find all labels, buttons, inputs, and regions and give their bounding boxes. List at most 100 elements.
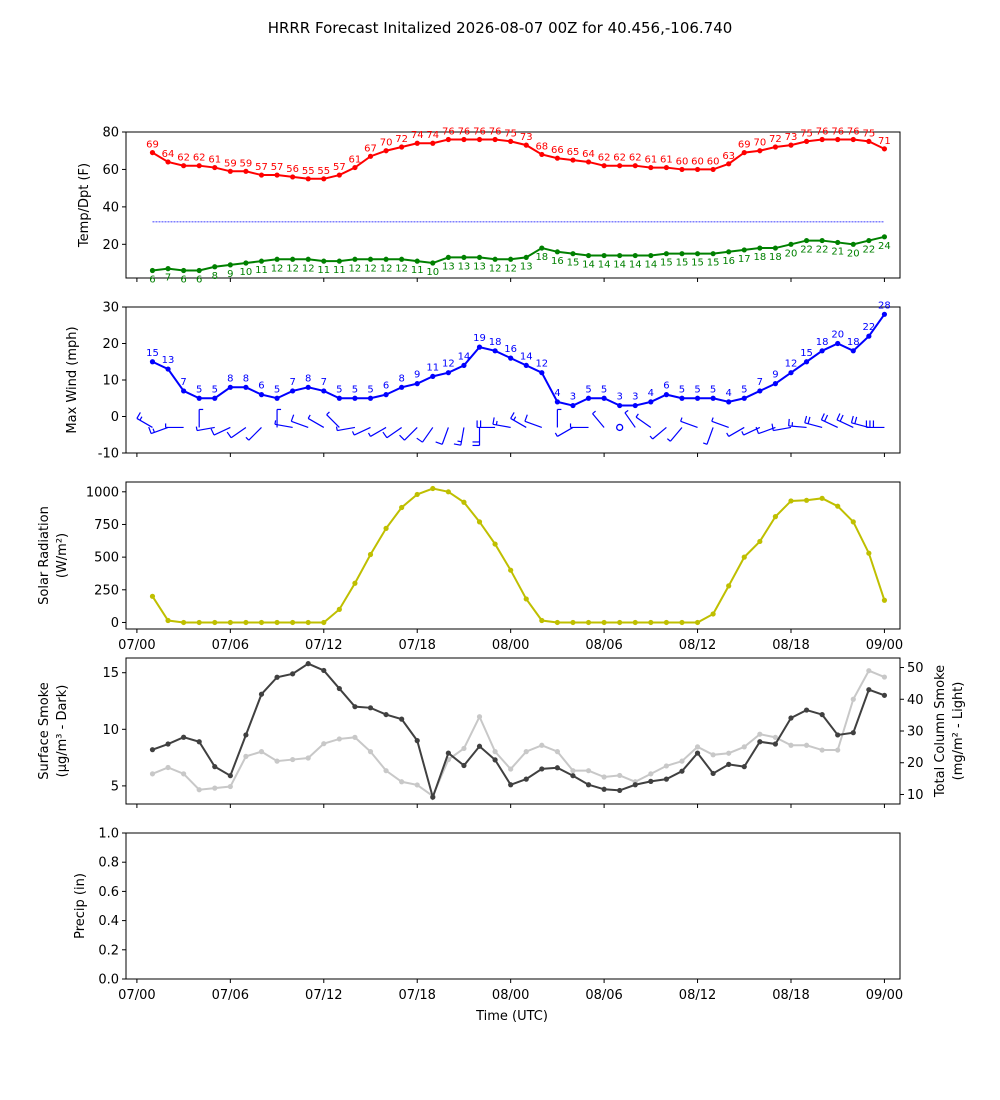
- dewpoint-data-label: 10: [240, 267, 253, 278]
- dewpoint-data-label: 15: [707, 258, 720, 269]
- max-wind-data-label: 3: [570, 392, 576, 403]
- solar-radiation-point: [430, 485, 436, 492]
- wind-barb: [441, 427, 449, 445]
- dewpoint-point: [663, 251, 669, 257]
- dewpoint-data-label: 16: [551, 256, 564, 267]
- solar-radiation-point: [694, 619, 701, 626]
- solar-radiation-point: [149, 593, 156, 599]
- solar-radiation-point: [788, 498, 794, 504]
- max-wind-data-label: 4: [726, 388, 732, 399]
- wind-barb: [652, 426, 667, 440]
- dewpoint-point: [258, 258, 265, 264]
- max-wind-data-label: 8: [243, 373, 249, 384]
- wind-barb: [291, 420, 309, 429]
- total-column-smoke-point: [617, 772, 623, 779]
- max-wind-data-label: 5: [336, 384, 342, 395]
- total-column-smoke-point: [648, 771, 654, 777]
- total-column-smoke-point: [726, 750, 732, 756]
- wind-barb: [635, 416, 652, 428]
- y-tick-label: -10: [98, 447, 119, 462]
- temperature-data-label: 57: [271, 162, 284, 173]
- dewpoint-data-label: 12: [380, 263, 393, 274]
- wind-barb: [230, 426, 247, 439]
- temperature-point: [601, 163, 607, 169]
- temperature-point: [492, 136, 498, 143]
- dewpoint-point: [414, 258, 420, 264]
- max-wind-data-label: 14: [520, 351, 533, 362]
- temperature-data-label: 71: [878, 136, 891, 147]
- temperature-data-label: 72: [769, 134, 782, 145]
- wind-barb: [492, 423, 511, 429]
- temperature-data-label: 61: [349, 155, 362, 166]
- wind-barb: [773, 426, 792, 432]
- wind-barb: [213, 426, 231, 436]
- temperature-data-label: 73: [785, 132, 798, 143]
- temperature-point: [648, 164, 654, 171]
- max-wind-data-label: 5: [679, 384, 685, 395]
- surface-smoke-point: [617, 787, 623, 794]
- max-wind-point: [336, 395, 342, 401]
- surface-smoke-point: [274, 674, 280, 680]
- y-axis-label: Solar Radiation: [37, 506, 52, 605]
- total-column-smoke-point: [570, 768, 576, 774]
- temperature-point: [881, 146, 888, 152]
- dewpoint-data-label: 17: [738, 254, 751, 265]
- temperature-data-label: 69: [738, 140, 751, 151]
- wind-barb-feather: [788, 418, 790, 426]
- dewpoint-point: [305, 256, 311, 262]
- max-wind-data-label: 18: [847, 337, 860, 348]
- surface-smoke-point: [881, 692, 888, 698]
- total-column-smoke-point: [461, 745, 467, 752]
- total-column-smoke-point: [227, 783, 233, 790]
- dewpoint-point: [352, 256, 358, 262]
- x-tick-label: 07/06: [212, 638, 249, 653]
- dewpoint-data-label: 22: [800, 245, 813, 256]
- max-wind-data-label: 3: [616, 392, 622, 403]
- surface-smoke-line: [152, 662, 885, 801]
- surface-smoke-point: [726, 761, 732, 767]
- solar-radiation-point: [866, 550, 872, 556]
- surface-smoke-point: [585, 782, 592, 788]
- temperature-data-label: 59: [224, 158, 237, 169]
- dewpoint-data-label: 15: [691, 258, 704, 269]
- dewpoint-data-label: 15: [676, 258, 689, 269]
- wind-barb-feather: [804, 415, 808, 423]
- temperature-data-label: 63: [722, 151, 735, 162]
- surface-smoke-point: [741, 764, 747, 770]
- wind-barb-feather: [335, 426, 338, 431]
- max-wind-point: [383, 392, 389, 398]
- dewpoint-point: [881, 234, 888, 240]
- max-wind-data-label: 5: [710, 384, 716, 395]
- dewpoint-data-label: 6: [180, 275, 186, 286]
- temperature-point: [258, 172, 265, 178]
- max-wind-data-label: 8: [305, 373, 311, 384]
- temperature-point: [149, 149, 156, 156]
- temperature-data-label: 60: [691, 156, 704, 167]
- wind-barb: [706, 427, 714, 445]
- max-wind-point: [741, 395, 747, 401]
- surface-smoke-point: [835, 732, 841, 738]
- total-column-smoke-point: [274, 758, 280, 764]
- dewpoint-data-label: 15: [567, 258, 580, 269]
- max-wind-point: [772, 381, 779, 387]
- temperature-point: [726, 161, 732, 167]
- total-column-smoke-point: [367, 749, 374, 755]
- temperature-point: [305, 176, 311, 182]
- temperature-data-label: 64: [162, 149, 175, 160]
- total-column-smoke-point: [585, 768, 592, 774]
- wind-barb: [669, 427, 683, 442]
- solar-radiation-point: [757, 538, 763, 545]
- surface-smoke-point: [694, 750, 701, 756]
- total-column-smoke-point: [181, 771, 187, 777]
- temperature-data-label: 59: [240, 158, 253, 169]
- surface-smoke-point: [679, 768, 685, 774]
- total-column-smoke-point: [741, 744, 747, 750]
- temperature-point: [461, 136, 467, 143]
- dewpoint-data-label: 18: [753, 252, 766, 263]
- dewpoint-point: [165, 266, 171, 272]
- temperature-data-label: 62: [613, 153, 626, 164]
- solar-radiation-point: [212, 619, 218, 626]
- temperature-point: [570, 157, 576, 163]
- x-tick-label: 07/12: [305, 988, 342, 1003]
- surface-smoke-point: [476, 743, 483, 749]
